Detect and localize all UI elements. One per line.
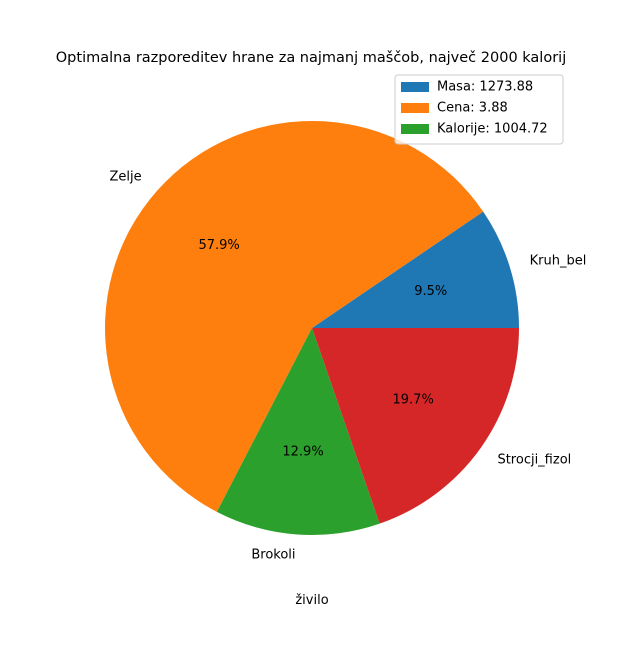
legend-label-1: Masa: 1273.88 xyxy=(437,80,533,95)
legend-swatch-3 xyxy=(401,124,429,134)
x-axis-label: živilo xyxy=(295,593,328,608)
category-label-strocji-fizol: Strocji_fizol xyxy=(497,453,571,468)
legend: Masa: 1273.88 Cena: 3.88 Kalorije: 1004.72 xyxy=(394,74,564,145)
legend-label-2: Cena: 3.88 xyxy=(437,101,508,116)
percent-label-brokoli: 12.9% xyxy=(282,444,323,459)
legend-label-3: Kalorije: 1004.72 xyxy=(437,122,548,137)
legend-entries: Masa: 1273.88 Cena: 3.88 Kalorije: 1004.72 xyxy=(401,80,548,137)
category-label-brokoli: Brokoli xyxy=(251,548,295,563)
legend-swatch-2 xyxy=(401,103,429,113)
category-labels: Kruh_bel Zelje Brokoli Strocji_fizol xyxy=(110,169,587,562)
pie-slices xyxy=(104,120,519,535)
pie-slice-brokoli xyxy=(216,328,380,535)
chart-title: Optimalna razporeditev hrane za najmanj … xyxy=(56,50,566,66)
legend-box xyxy=(394,74,564,145)
category-label-kruh-bel: Kruh_bel xyxy=(530,254,587,269)
pie-slice-kruh-bel xyxy=(312,211,519,328)
pie-slice-zelje xyxy=(104,120,484,512)
pie-slice-strocji-fizol xyxy=(312,328,519,524)
percent-label-kruh-bel: 9.5% xyxy=(414,284,447,299)
percent-labels: 9.5% 57.9% 12.9% 19.7% xyxy=(198,238,447,459)
percent-label-strocji-fizol: 19.7% xyxy=(393,393,434,408)
legend-swatch-1 xyxy=(401,82,429,92)
percent-label-zelje: 57.9% xyxy=(198,238,239,253)
category-label-zelje: Zelje xyxy=(110,169,142,184)
